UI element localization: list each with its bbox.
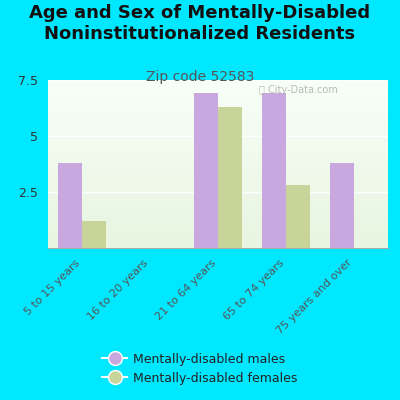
Text: Age and Sex of Mentally-Disabled
Noninstitutionalized Residents: Age and Sex of Mentally-Disabled Noninst… <box>30 4 370 43</box>
Legend: Mentally-disabled males, Mentally-disabled females: Mentally-disabled males, Mentally-disabl… <box>97 348 303 390</box>
Bar <box>218 107 242 248</box>
Bar <box>330 163 354 248</box>
Text: Zip code 52583: Zip code 52583 <box>146 70 254 84</box>
Text: Ⓜ City-Data.com: Ⓜ City-Data.com <box>259 85 338 95</box>
Bar <box>82 221 106 248</box>
Bar <box>58 163 82 248</box>
Bar <box>194 94 218 248</box>
Bar <box>286 185 310 248</box>
Bar <box>262 94 286 248</box>
